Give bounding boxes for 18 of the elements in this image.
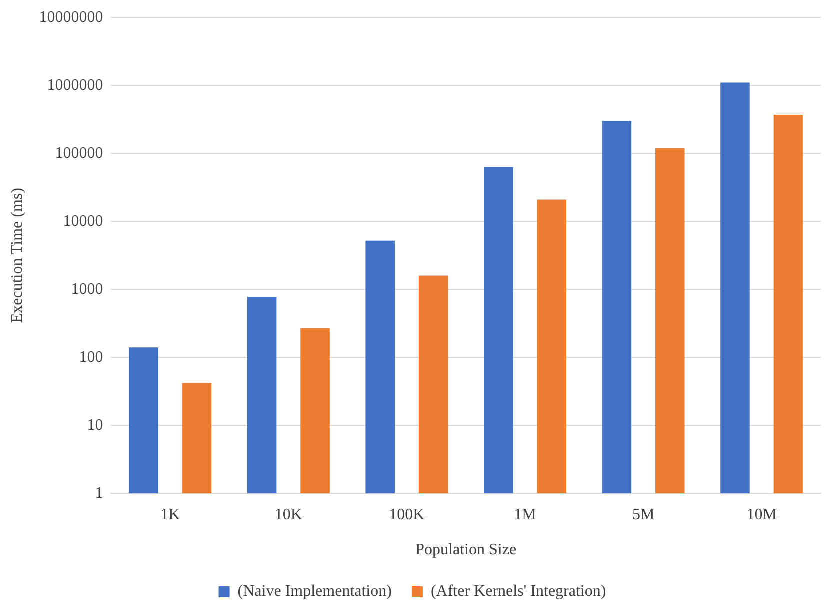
x-tick-label: 10M	[746, 506, 777, 524]
x-tick-label: 100K	[389, 506, 426, 524]
x-tick-label: 1M	[514, 506, 536, 524]
y-tick-label: 10	[87, 416, 104, 434]
x-tick-label: 1K	[160, 506, 181, 524]
y-tick-label: 100	[79, 348, 104, 366]
y-tick-label: 100000	[55, 144, 104, 162]
x-tick-label: 10K	[274, 506, 303, 524]
legend-label: (After Kernels' Integration)	[430, 583, 606, 600]
y-tick-label: 1	[95, 484, 104, 502]
legend-label: (Naive Implementation)	[238, 583, 392, 600]
x-axis-title: Population Size	[416, 542, 517, 559]
y-tick-label: 1000000	[47, 76, 104, 94]
y-axis-title: Execution Time (ms)	[8, 188, 26, 324]
y-tick-label: 10000	[63, 212, 104, 230]
y-tick-label: 1000	[71, 280, 104, 298]
y-tick-label: 10000000	[39, 8, 104, 26]
x-tick-label: 5M	[632, 506, 655, 524]
